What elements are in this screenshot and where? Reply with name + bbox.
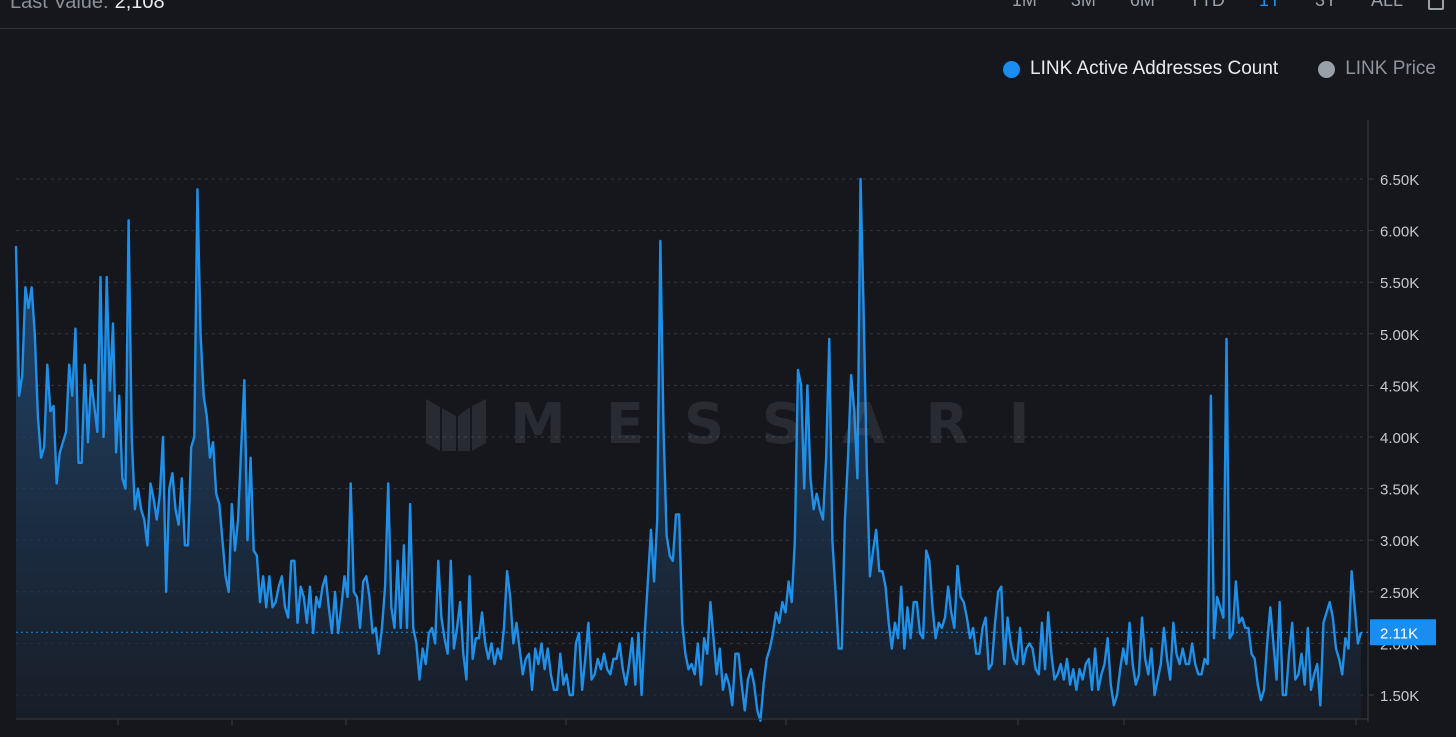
calendar-icon[interactable]	[1428, 0, 1444, 10]
legend-label-link-price: LINK Price	[1345, 58, 1436, 79]
series-area	[14, 177, 1363, 722]
last-value-label: Last Value:	[10, 0, 109, 13]
y-tick-label: 3.00K	[1380, 533, 1419, 550]
legend-dot-link-price	[1318, 60, 1336, 78]
y-tick-label: 3.50K	[1380, 482, 1419, 499]
range-all-button[interactable]: ALL	[1370, 0, 1403, 10]
range-6m-button[interactable]: 6M	[1129, 0, 1155, 10]
y-tick-label: 5.50K	[1380, 275, 1419, 292]
legend-dot-active-addresses	[1003, 60, 1020, 78]
series-line-active-addresses	[14, 177, 1363, 722]
legend-item-link-price[interactable]: LINK Price	[1318, 58, 1436, 80]
y-tick-label: 6.50K	[1380, 172, 1419, 189]
y-tick-label: 1.50K	[1380, 688, 1419, 705]
last-value: Last Value: 2,108	[10, 0, 165, 14]
last-value-marker: 2.11K	[16, 619, 1436, 646]
y-tick-label: 2.50K	[1380, 585, 1419, 602]
time-range-selector: 1M 3M 6M YTD 1Y 3Y ALL	[995, 0, 1444, 11]
last-value-number: 2,108	[114, 0, 165, 13]
range-3m-button[interactable]: 3M	[1070, 0, 1096, 10]
last-value-badge	[1370, 619, 1436, 646]
chart-header: Last Value: 2,108 1M 3M 6M YTD 1Y 3Y ALL	[0, 0, 1456, 29]
y-tick-label: 4.50K	[1380, 378, 1419, 395]
range-3y-button[interactable]: 3Y	[1314, 0, 1337, 10]
legend-label-active-addresses: LINK Active Addresses Count	[1030, 58, 1279, 79]
range-ytd-button[interactable]: YTD	[1188, 0, 1225, 10]
y-tick-label: 6.00K	[1380, 224, 1419, 241]
legend-item-active-addresses[interactable]: LINK Active Addresses Count	[1003, 58, 1278, 80]
last-value-badge-label: 2.11K	[1380, 625, 1418, 642]
range-1y-button[interactable]: 1Y	[1258, 0, 1281, 10]
y-tick-label: 4.00K	[1380, 430, 1419, 447]
y-tick-label: 5.00K	[1380, 327, 1419, 344]
y-axis: 1.50K2.00K2.50K3.00K3.50K4.00K4.50K5.00K…	[16, 120, 1419, 725]
chart-legend: LINK Active Addresses Count LINK Price	[1003, 58, 1436, 80]
range-1m-button[interactable]: 1M	[1011, 0, 1037, 10]
series-area-fill	[16, 179, 1361, 721]
